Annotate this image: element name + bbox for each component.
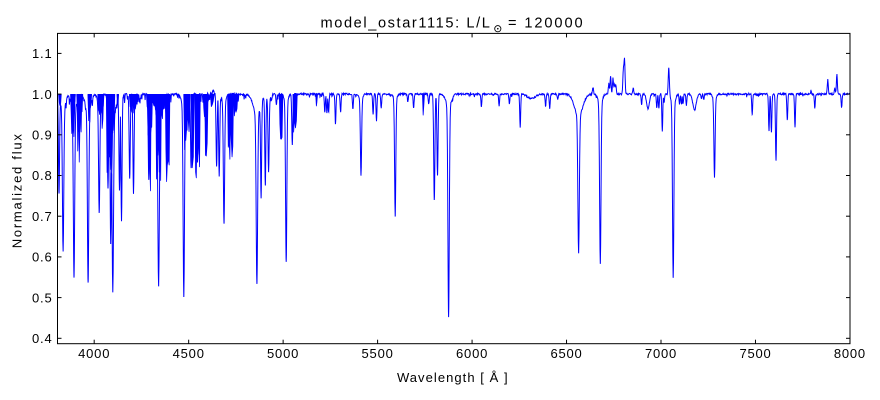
svg-text:1.1: 1.1 (32, 46, 52, 61)
svg-text:8000: 8000 (834, 346, 866, 361)
svg-text:Normalized flux: Normalized flux (10, 132, 25, 248)
svg-text:7500: 7500 (739, 346, 771, 361)
svg-text:0.8: 0.8 (32, 168, 52, 183)
svg-text:0.7: 0.7 (32, 209, 52, 224)
svg-text:0.6: 0.6 (32, 250, 52, 265)
svg-text:6500: 6500 (550, 346, 582, 361)
svg-text:7000: 7000 (645, 346, 677, 361)
svg-text:0.5: 0.5 (32, 290, 52, 305)
svg-text:= 120000: = 120000 (508, 15, 584, 31)
svg-text:0.9: 0.9 (32, 128, 52, 143)
svg-text:4500: 4500 (173, 346, 205, 361)
svg-text:5500: 5500 (362, 346, 394, 361)
svg-text:0.4: 0.4 (32, 331, 52, 346)
svg-text:model_ostar1115: L/L: model_ostar1115: L/L (320, 15, 491, 31)
svg-text:5000: 5000 (267, 346, 299, 361)
svg-text:Wavelength [ Å ]: Wavelength [ Å ] (397, 370, 509, 385)
svg-text:1.0: 1.0 (32, 87, 52, 102)
svg-text:4000: 4000 (78, 346, 110, 361)
svg-text:6000: 6000 (456, 346, 488, 361)
